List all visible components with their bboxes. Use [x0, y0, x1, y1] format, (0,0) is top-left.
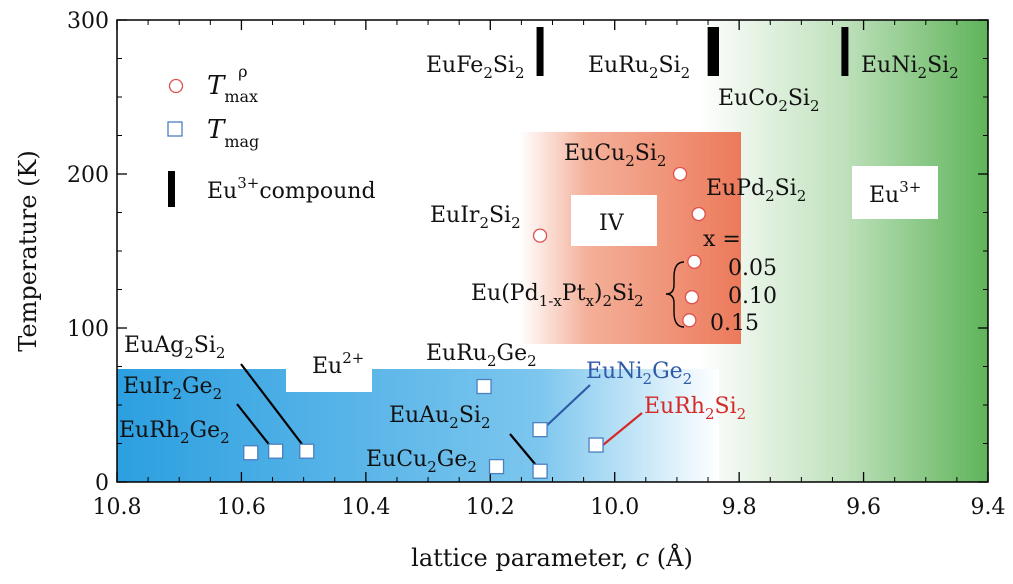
- label-x010: 0.10: [728, 284, 777, 309]
- label-euni2ge2: EuNi2Ge2: [586, 359, 692, 388]
- label-x015: 0.15: [710, 311, 759, 336]
- tmax-point: [672, 166, 688, 182]
- region-eu2: [117, 369, 719, 482]
- tmag-point: [267, 443, 284, 459]
- label-x005: 0.05: [728, 256, 777, 281]
- label-euir2ge2: EuIr2Ge2: [123, 374, 222, 403]
- legend-eu3-label: Eu3+compound: [207, 174, 376, 204]
- leader-eurh2si2: [602, 412, 643, 446]
- tmax-point: [684, 290, 700, 305]
- legend-tmag-label: Tmag: [207, 115, 259, 151]
- tmax-point: [687, 254, 702, 269]
- x-tick-label-10.0: 10.0: [590, 495, 639, 520]
- label-euru2ge2: EuRu2Ge2: [426, 341, 537, 370]
- data-marks: [243, 27, 849, 479]
- tmag-point: [532, 463, 548, 479]
- leader-euag2si2: [240, 363, 309, 453]
- region-eu3-label-box: [852, 166, 938, 219]
- label-eurh2si2: EuRh2Si2: [644, 394, 746, 423]
- x-tick-label-9.4: 9.4: [971, 495, 1006, 520]
- tmag-point: [532, 421, 548, 438]
- label-euni2si2: EuNi2Si2: [861, 53, 959, 82]
- tmax-point: [532, 228, 548, 243]
- region-iv-label-box: [571, 195, 657, 246]
- tmag-point: [588, 437, 604, 453]
- y-tick-label-0: 0: [95, 471, 109, 496]
- label-euag2si2: EuAg2Si2: [124, 333, 225, 362]
- eu3-compound-bar: [536, 27, 544, 76]
- tmag-point: [476, 378, 492, 395]
- x-tick-label-10.4: 10.4: [341, 495, 390, 520]
- region-label-iv: IV: [599, 211, 625, 236]
- eu3-compound-bar: [841, 27, 849, 76]
- y-tick-label-300: 300: [67, 9, 109, 34]
- label-eucu2ge2: EuCu2Ge2: [366, 447, 477, 476]
- region-eu3: [699, 20, 988, 482]
- axis-ticks: 10.8 10.6 10.4 10.2 10.0 9.8 9.6 9.4 0 100 200 300: [67, 9, 1006, 520]
- legend: Tmaxρ Tmag Eu3+compound: [167, 62, 376, 207]
- leader-euni2ge2: [541, 384, 591, 431]
- legend-eu3-marker: [168, 171, 175, 207]
- label-euru2si2: EuRu2Si2: [588, 53, 690, 82]
- label-eurh2ge2: EuRh2Ge2: [119, 418, 230, 447]
- region-label-eu2: Eu2+: [312, 349, 364, 379]
- y-tick-label-100: 100: [67, 317, 109, 342]
- x-axis-label: lattice parameter, c (Å): [411, 543, 693, 572]
- tmag-point: [488, 458, 505, 475]
- x-tick-label-10.6: 10.6: [217, 495, 266, 520]
- region-layer: [117, 20, 988, 482]
- label-euau2si2: EuAu2Si2: [389, 403, 491, 432]
- y-tick-label-200: 200: [67, 163, 109, 188]
- tmax-point: [691, 206, 706, 222]
- label-x-eq: x =: [703, 227, 741, 252]
- legend-tmax-marker: [168, 78, 184, 94]
- label-eucu2si2: EuCu2Si2: [564, 141, 666, 170]
- tmag-point: [299, 443, 315, 459]
- y-axis-label: Temperature (K): [14, 150, 42, 352]
- x-tick-label-9.8: 9.8: [722, 495, 757, 520]
- x-tick-label-10.8: 10.8: [93, 495, 142, 520]
- tmax-point: [682, 313, 697, 328]
- label-euir2si2: EuIr2Si2: [430, 203, 521, 232]
- region-eu2-gap: [286, 369, 372, 392]
- legend-tmax-label: Tmaxρ: [207, 62, 258, 106]
- compound-labels: EuFe2Si2 EuRu2Si2 EuCo2Si2 EuNi2Si2 EuCu2Si2…: [119, 53, 959, 476]
- label-euco2si2: EuCo2Si2: [718, 86, 820, 115]
- x-tick-label-10.2: 10.2: [466, 495, 515, 520]
- label-eupd2si2: EuPd2Si2: [706, 176, 806, 205]
- eu3-compound-bar: [707, 27, 715, 76]
- x-tick-label-9.6: 9.6: [846, 495, 881, 520]
- label-alloy: Eu(Pd1-xPtx)2Si2: [471, 281, 644, 310]
- legend-tmag-marker: [167, 121, 183, 137]
- alloy-brace: [665, 261, 685, 328]
- label-eufe2si2: EuFe2Si2: [426, 53, 525, 82]
- tmag-point: [243, 445, 259, 461]
- eu3-compound-bar: [712, 27, 720, 76]
